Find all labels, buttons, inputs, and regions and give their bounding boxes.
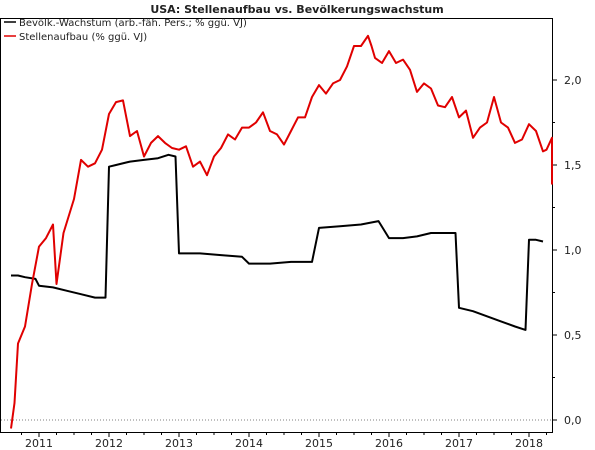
legend-label-population: Bevölk.-Wachstum (arb.-fäh. Pers.; % ggü… <box>19 18 247 29</box>
x-tick-label: 2012 <box>95 437 123 450</box>
y-tick-label: 1,0 <box>564 244 582 257</box>
x-tick-label: 2017 <box>445 437 473 450</box>
series-line-population <box>11 153 544 331</box>
y-tick-label: 1,5 <box>564 159 582 172</box>
x-tick-label: 2013 <box>165 437 193 450</box>
x-tick-label: 2016 <box>375 437 403 450</box>
plot-area-frame <box>0 18 553 433</box>
x-tick-label: 2014 <box>235 437 263 450</box>
series-line-jobs <box>10 34 553 429</box>
series-lines <box>10 34 553 429</box>
x-tick-label: 2015 <box>305 437 333 450</box>
chart-title: USA: Stellenaufbau vs. Bevölkerungswachs… <box>150 3 443 16</box>
x-tick-label: 2018 <box>515 437 543 450</box>
y-tick-label: 2,0 <box>564 74 582 87</box>
legend-label-jobs: Stellenaufbau (% ggü. VJ) <box>19 32 147 43</box>
x-tick-label: 2011 <box>25 437 53 450</box>
legend: Bevölk.-Wachstum (arb.-fäh. Pers.; % ggü… <box>4 18 247 43</box>
axis-ticks: 0,0 0,5 1,0 1,5 2,0 2011 2012 2013 2014 2015 2016 2… <box>21 74 582 450</box>
y-tick-label: 0,0 <box>564 414 582 427</box>
y-tick-label: 0,5 <box>564 329 582 342</box>
